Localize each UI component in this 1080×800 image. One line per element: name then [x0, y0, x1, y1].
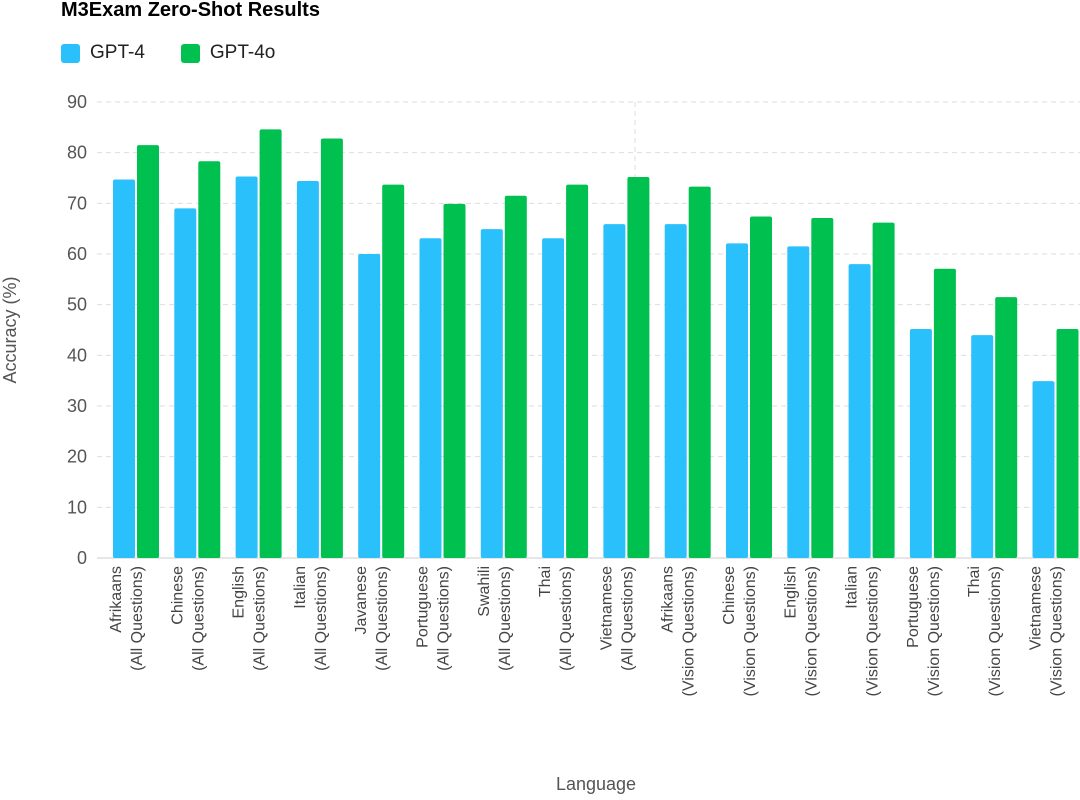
x-tick-label-13-0: Portuguese — [905, 566, 922, 648]
legend: GPT-4 GPT-4o — [61, 40, 311, 66]
bar-gpt4-2 — [235, 176, 258, 559]
y-tick-label-50: 50 — [67, 295, 87, 315]
bar-gpt4-10 — [726, 243, 748, 559]
x-tick-label-6-1: (All Questions) — [497, 566, 514, 671]
legend-label-gpt4: GPT-4 — [90, 42, 145, 63]
x-tick-label-8-0: Vietnamese — [598, 566, 615, 650]
bar-gpt4o-1 — [198, 161, 221, 558]
x-tick-label-5-1: (All Questions) — [436, 566, 453, 671]
bar-gpt4o-6 — [504, 195, 527, 558]
x-tick-label-15-0: Vietnamese — [1028, 566, 1045, 650]
y-tick-label-30: 30 — [67, 396, 87, 416]
bar-gpt4o-4 — [382, 184, 405, 558]
x-tick-label-11-0: English — [782, 566, 799, 618]
chart-title: M3Exam Zero-Shot Results — [61, 0, 320, 21]
x-tick-label-7-1: (All Questions) — [558, 566, 575, 671]
bar-gpt4-3 — [296, 181, 319, 559]
x-tick-label-15-1: (Vision Questions) — [1049, 566, 1066, 696]
x-tick-label-2-1: (All Questions) — [252, 566, 269, 671]
x-tick-label-2-0: English — [231, 566, 248, 618]
bar-gpt4-5 — [419, 238, 442, 558]
x-tick-label-1-1: (All Questions) — [190, 566, 207, 671]
y-axis-title: Accuracy (%) — [0, 276, 20, 383]
x-tick-label-4-1: (All Questions) — [374, 566, 391, 671]
bar-gpt4-9 — [664, 224, 687, 558]
bar-gpt4-15 — [1032, 381, 1055, 558]
bar-gpt4o-7 — [566, 184, 589, 558]
x-tick-label-14-0: Thai — [966, 566, 983, 597]
bar-gpt4o-13 — [933, 268, 956, 558]
legend-swatch-gpt4 — [61, 43, 80, 63]
x-tick-label-0-1: (All Questions) — [129, 566, 146, 671]
bar-gpt4o-9 — [688, 186, 711, 558]
bars — [113, 129, 1079, 559]
x-tick-label-8-1: (All Questions) — [619, 566, 636, 671]
bar-gpt4o-11 — [811, 218, 834, 558]
bar-gpt4o-3 — [320, 138, 343, 559]
legend-item-gpt4o: GPT-4o — [180, 42, 276, 64]
bar-gpt4o-15 — [1056, 328, 1079, 558]
bar-gpt4-7 — [542, 238, 565, 558]
y-tick-label-0: 0 — [77, 548, 87, 568]
y-tick-label-80: 80 — [67, 143, 87, 163]
x-tick-label-0-0: Afrikaans — [108, 566, 125, 633]
x-tick-label-1-0: Chinese — [169, 566, 186, 625]
y-tick-label-60: 60 — [67, 244, 87, 264]
x-tick-label-3-1: (All Questions) — [313, 566, 330, 671]
x-tick-label-5-0: Portuguese — [415, 566, 432, 648]
x-tick-label-14-1: (Vision Questions) — [987, 566, 1004, 696]
bar-gpt4-1 — [174, 208, 197, 558]
x-axis-category-labels: Afrikaans (All Questions) Chinese (All Ques… — [108, 566, 1066, 697]
bar-gpt4-13 — [909, 328, 932, 558]
bar-gpt4o-8 — [627, 176, 650, 558]
y-tick-label-10: 10 — [67, 497, 87, 517]
x-tick-label-4-0: Javanese — [353, 566, 370, 635]
bar-gpt4-6 — [480, 229, 503, 558]
bar-gpt4-12 — [848, 264, 871, 558]
x-tick-label-9-0: Afrikaans — [660, 566, 677, 633]
x-tick-label-12-1: (Vision Questions) — [865, 566, 882, 696]
x-tick-label-10-0: Chinese — [721, 566, 738, 625]
y-tick-label-20: 20 — [67, 447, 87, 467]
bar-gpt4o-0 — [137, 145, 159, 559]
x-tick-label-6-0: Swahili — [476, 566, 493, 617]
y-tick-label-70: 70 — [67, 193, 87, 213]
bar-gpt4o-14 — [995, 297, 1018, 558]
x-tick-label-3-0: Italian — [292, 566, 309, 609]
bar-gpt4-11 — [787, 246, 810, 558]
legend-swatch-gpt4o — [180, 43, 200, 63]
bar-gpt4o-12 — [872, 222, 895, 558]
y-tick-label-40: 40 — [67, 345, 87, 365]
bar-gpt4o-10 — [750, 216, 772, 559]
legend-label-gpt4o: GPT-4o — [209, 42, 276, 63]
bar-gpt4-0 — [113, 179, 135, 558]
x-tick-label-11-1: (Vision Questions) — [803, 566, 820, 696]
y-tick-label-90: 90 — [67, 92, 87, 112]
x-tick-label-12-0: Italian — [844, 566, 861, 609]
bar-gpt4o-2 — [259, 129, 282, 559]
x-tick-label-10-1: (Vision Questions) — [742, 566, 759, 696]
bar-gpt4-4 — [358, 254, 381, 558]
bar-gpt4-8 — [603, 224, 626, 558]
legend-item-gpt4: GPT-4 — [61, 42, 145, 64]
bar-gpt4-14 — [971, 335, 994, 558]
x-axis-title: Language — [556, 774, 636, 794]
x-tick-label-9-1: (Vision Questions) — [681, 566, 698, 696]
x-tick-label-7-0: Thai — [537, 566, 554, 597]
bar-gpt4o-5 — [443, 203, 466, 558]
y-axis-ticks: 0 10 20 30 40 50 60 70 80 90 — [67, 92, 87, 568]
x-tick-label-13-1: (Vision Questions) — [926, 566, 943, 696]
